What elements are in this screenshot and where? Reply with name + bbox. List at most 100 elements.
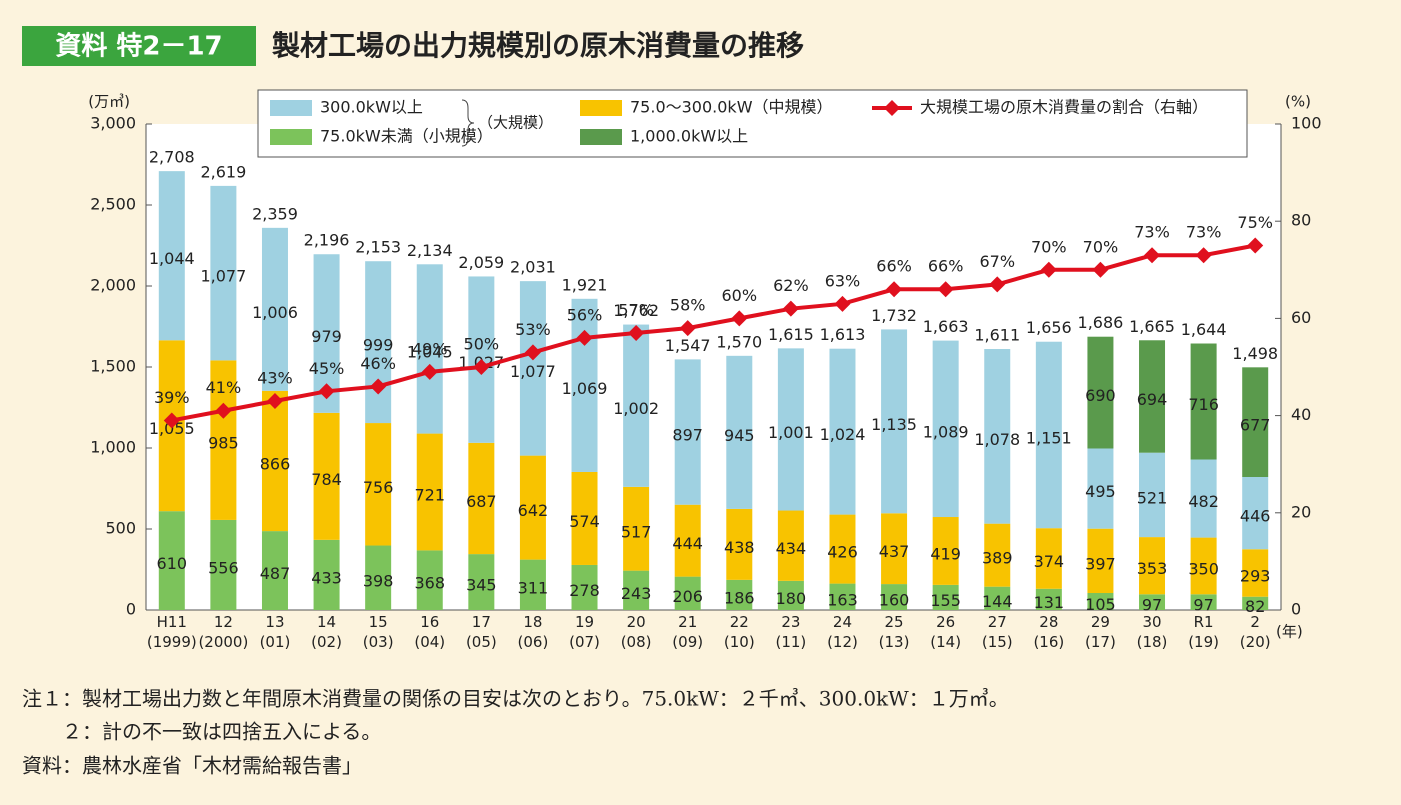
value-label: 389 [982, 549, 1013, 568]
legend-label: 1,000.0kW以上 [630, 127, 748, 146]
value-label: 397 [1085, 554, 1116, 573]
legend-label: 75.0～300.0kW（中規模） [630, 98, 833, 117]
value-label: 574 [569, 512, 600, 531]
value-label: 1,151 [1026, 428, 1072, 447]
value-label: 437 [879, 542, 910, 561]
line-label: 41% [206, 378, 242, 397]
bar-segment [1190, 459, 1217, 538]
badge: 資料 特2－17 [55, 31, 222, 62]
bar-segment [210, 185, 237, 361]
legend-swatch [580, 129, 622, 145]
legend-label: 300.0kW以上 [320, 98, 423, 117]
bar-segment [777, 348, 804, 511]
value-label: 1,089 [923, 422, 969, 441]
line-marker [318, 383, 335, 400]
value-label: 1,069 [562, 379, 608, 398]
value-label: 186 [724, 588, 755, 607]
value-label: 1,006 [252, 303, 298, 322]
line-marker [370, 378, 387, 395]
value-label: 131 [1034, 593, 1065, 612]
bar-segment [726, 355, 753, 509]
total-label: 1,762 [613, 301, 659, 320]
value-label: 1,077 [510, 362, 556, 381]
line-marker [628, 324, 645, 341]
bar-segment [210, 360, 237, 520]
y-unit: (万㎥) [88, 93, 130, 111]
value-label: 374 [1034, 552, 1065, 571]
bar-segment [365, 545, 392, 610]
x-tick-label: 2 (20) [1240, 613, 1271, 651]
x-tick-label: 20 (08) [621, 613, 652, 651]
bar-segment [674, 504, 701, 577]
value-label: 1,044 [149, 249, 195, 268]
bar-segment [1035, 528, 1062, 589]
legend-marker [884, 100, 900, 116]
value-label: 278 [569, 581, 600, 600]
x-tick-label: 23 (11) [775, 613, 806, 651]
line-label: 53% [515, 320, 551, 339]
value-label: 610 [157, 554, 188, 573]
value-label: 694 [1137, 390, 1168, 409]
bar-segment [261, 531, 288, 610]
value-label: 1,135 [871, 415, 917, 434]
bar-segment [571, 564, 598, 610]
x-unit: (年) [1276, 623, 1303, 641]
bar-segment [1087, 448, 1114, 529]
bar-segment [984, 523, 1011, 587]
line-marker [1144, 247, 1161, 264]
x-tick-label: 12 (2000) [198, 613, 248, 651]
value-label: 1,001 [768, 423, 814, 442]
line-label: 46% [360, 354, 396, 373]
value-label: 163 [827, 590, 858, 609]
value-label: 999 [363, 336, 394, 355]
y2-tick-label: 0 [1291, 600, 1301, 619]
line-marker [473, 359, 490, 375]
value-label: 1,055 [149, 419, 195, 438]
line-label: 70% [1083, 237, 1119, 256]
value-label: 721 [414, 485, 445, 504]
value-label: 756 [363, 478, 394, 497]
note: ２：計の不一致は四捨五入による。 [62, 720, 381, 744]
x-tick-label: 19 (07) [569, 613, 600, 651]
badge-box [22, 26, 256, 66]
value-label: 642 [518, 501, 549, 520]
total-label: 1,498 [1232, 344, 1278, 363]
y2-unit: (%) [1285, 93, 1311, 111]
value-label: 105 [1085, 595, 1116, 614]
bar-segment [674, 359, 701, 505]
line-label: 49% [412, 339, 448, 358]
x-tick-label: 14 (02) [311, 613, 342, 651]
legend-group-label: （大規模） [478, 114, 553, 132]
value-label: 82 [1245, 597, 1265, 616]
bar-segment [1035, 588, 1062, 610]
x-tick-label: 25 (13) [879, 613, 910, 651]
value-label: 517 [621, 522, 652, 541]
value-label: 1,078 [974, 430, 1020, 449]
line-label: 66% [876, 257, 912, 276]
line-marker [163, 412, 180, 429]
line-marker [576, 329, 593, 346]
value-label: 293 [1240, 566, 1271, 585]
value-label: 398 [363, 571, 394, 590]
y-tick-label: 500 [105, 519, 136, 538]
bar-segment [881, 513, 908, 585]
total-label: 2,619 [200, 162, 246, 181]
value-label: 345 [466, 576, 497, 595]
value-label: 434 [776, 539, 807, 558]
bar-segment [932, 517, 959, 585]
legend [257, 89, 1248, 158]
total-label: 2,196 [304, 231, 350, 250]
x-tick-label: R1 (19) [1188, 613, 1219, 651]
bar-segment [416, 550, 443, 610]
bar-segment [1190, 537, 1217, 595]
value-label: 979 [311, 327, 342, 346]
line-marker [1092, 261, 1109, 278]
x-tick-label: 27 (15) [982, 613, 1013, 651]
line-marker [782, 300, 799, 317]
x-tick-label: 24 (12) [827, 613, 858, 651]
bar-segment [881, 329, 908, 514]
line-label: 57% [618, 300, 654, 319]
line-marker [421, 363, 438, 380]
bar-segment [1139, 594, 1166, 610]
value-label: 444 [672, 534, 703, 553]
